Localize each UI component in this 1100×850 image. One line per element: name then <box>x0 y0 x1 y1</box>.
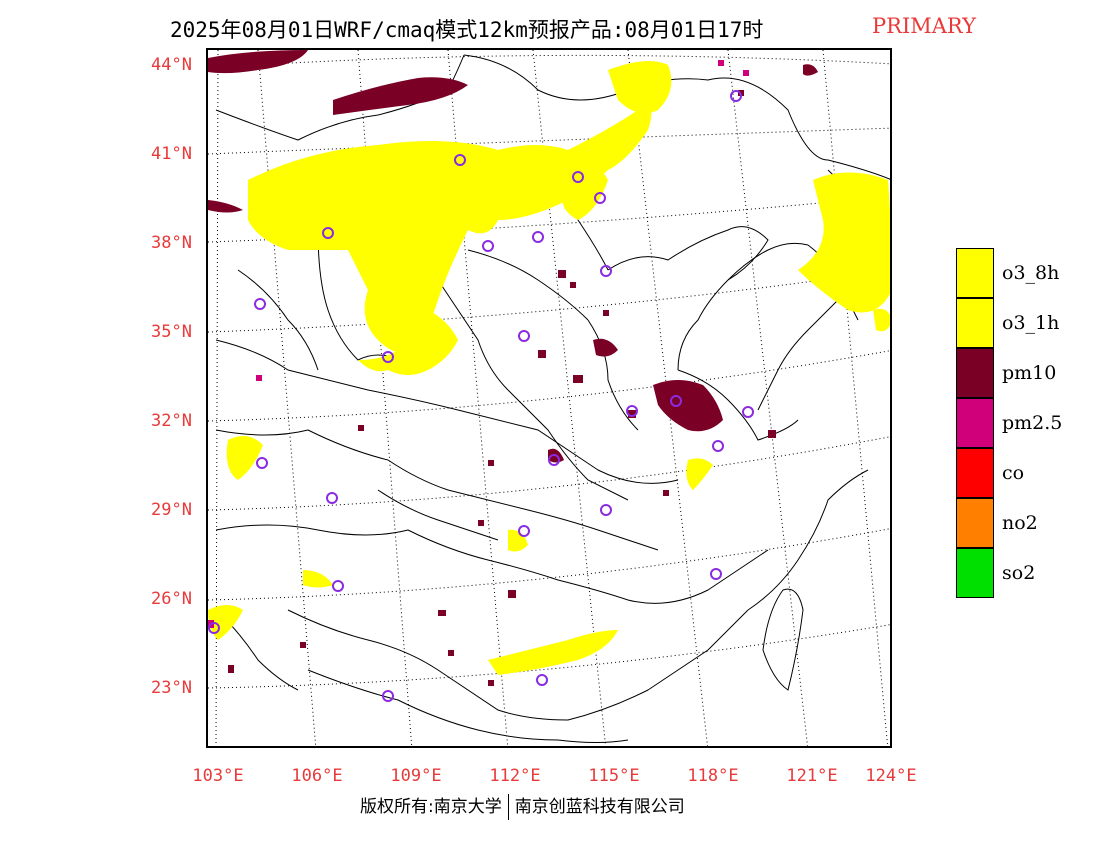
lon-label-103: 103°E <box>192 766 244 786</box>
legend-swatch <box>956 448 994 498</box>
city-marker <box>382 351 394 363</box>
legend-item-co: co <box>956 448 1096 498</box>
lat-label-38: 38°N <box>151 233 192 253</box>
legend-swatch <box>956 498 994 548</box>
copyright-right: 南京创蓝科技有限公司 <box>514 797 685 817</box>
lat-label-35: 35°N <box>151 322 192 342</box>
city-marker <box>670 395 682 407</box>
legend-label: co <box>1002 462 1025 484</box>
city-marker <box>742 406 754 418</box>
taiwan-outline <box>762 588 804 691</box>
legend: o3_8h o3_1h pm10 pm2.5 co no2 so2 <box>956 248 1096 598</box>
lat-label-26: 26°N <box>151 589 192 609</box>
legend-item-pm25: pm2.5 <box>956 398 1096 448</box>
city-marker <box>548 454 560 466</box>
legend-label: pm10 <box>1002 362 1057 384</box>
lon-label-112: 112°E <box>489 766 541 786</box>
lon-label-109: 109°E <box>390 766 442 786</box>
lon-label-124: 124°E <box>865 766 917 786</box>
pollution-map <box>208 50 890 746</box>
city-marker <box>518 525 530 537</box>
lon-label-118: 118°E <box>687 766 739 786</box>
legend-swatch <box>956 298 994 348</box>
legend-swatch <box>956 248 994 298</box>
legend-swatch <box>956 398 994 448</box>
legend-swatch <box>956 348 994 398</box>
lon-label-115: 115°E <box>588 766 640 786</box>
city-marker <box>322 227 334 239</box>
city-marker <box>712 440 724 452</box>
lon-label-106: 106°E <box>291 766 343 786</box>
city-marker <box>208 622 220 634</box>
city-marker <box>730 90 742 102</box>
city-marker <box>532 231 544 243</box>
lat-label-29: 29°N <box>151 500 192 520</box>
city-marker <box>600 265 612 277</box>
title-bar: 2025年08月01日WRF/cmaq模式12km预报产品:08月01日17时 … <box>0 12 1100 42</box>
copyright-footer: 版权所有:南京大学 南京创蓝科技有限公司 <box>360 792 685 820</box>
city-marker <box>626 405 638 417</box>
city-marker <box>600 504 612 516</box>
legend-label: so2 <box>1002 562 1036 584</box>
city-marker <box>536 674 548 686</box>
map-title: 2025年08月01日WRF/cmaq模式12km预报产品:08月01日17时 <box>170 18 764 42</box>
legend-item-so2: so2 <box>956 548 1096 598</box>
legend-item-pm10: pm10 <box>956 348 1096 398</box>
legend-label: no2 <box>1002 512 1038 534</box>
city-marker <box>326 492 338 504</box>
legend-item-no2: no2 <box>956 498 1096 548</box>
copyright-left: 版权所有:南京大学 <box>360 797 502 817</box>
city-marker <box>454 154 466 166</box>
lon-label-121: 121°E <box>786 766 838 786</box>
city-marker <box>518 330 530 342</box>
lat-label-41: 41°N <box>151 144 192 164</box>
legend-item-o3-8h: o3_8h <box>956 248 1096 298</box>
city-marker <box>572 171 584 183</box>
city-marker <box>256 457 268 469</box>
city-marker <box>594 192 606 204</box>
legend-label: o3_1h <box>1002 312 1060 334</box>
map-panel <box>206 48 892 748</box>
lat-label-32: 32°N <box>151 411 192 431</box>
city-marker <box>332 580 344 592</box>
legend-label: o3_8h <box>1002 262 1060 284</box>
city-marker <box>254 298 266 310</box>
legend-label: pm2.5 <box>1002 412 1063 434</box>
footer-divider <box>507 794 509 820</box>
legend-swatch <box>956 548 994 598</box>
primary-tag: PRIMARY <box>872 14 976 38</box>
pm25-dots <box>208 60 749 628</box>
pm10-dots <box>228 90 776 686</box>
pm10-areas <box>208 50 818 463</box>
lat-label-44: 44°N <box>151 55 192 75</box>
city-marker <box>710 568 722 580</box>
legend-item-o3-1h: o3_1h <box>956 298 1096 348</box>
lat-label-23: 23°N <box>151 678 192 698</box>
o3-areas <box>208 61 890 675</box>
city-markers <box>208 90 754 702</box>
city-marker <box>482 240 494 252</box>
city-marker <box>382 690 394 702</box>
